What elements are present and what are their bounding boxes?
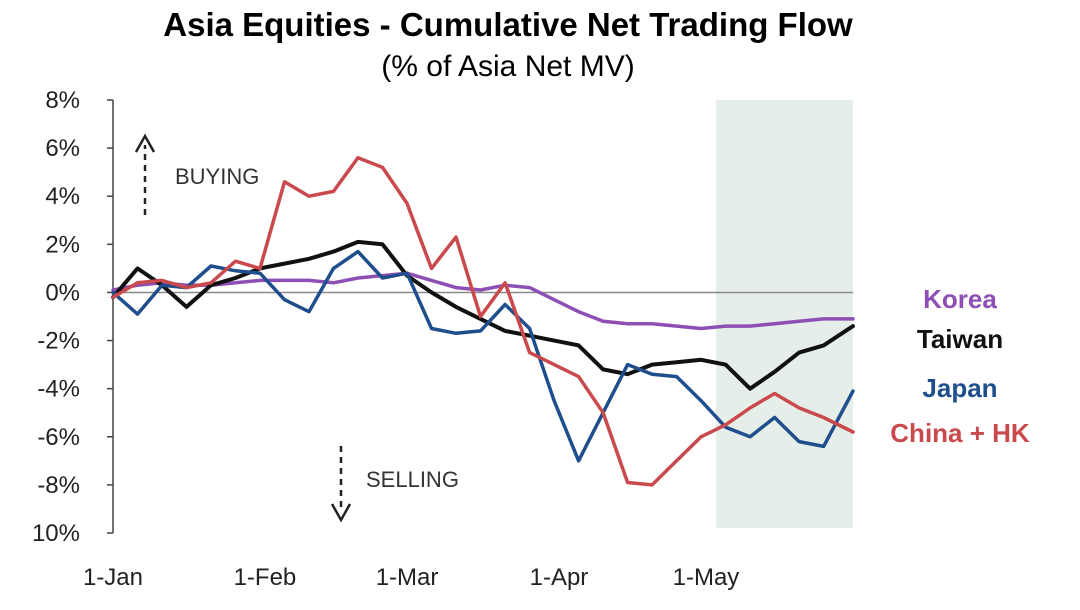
shaded-region xyxy=(715,100,853,528)
series-lines xyxy=(111,155,855,487)
y-tick-label: 2% xyxy=(45,231,80,258)
x-tick-label: 1-Apr xyxy=(530,564,589,591)
selling-arrowhead xyxy=(330,503,352,523)
buying-label: BUYING xyxy=(175,164,259,189)
series-line-china-hk xyxy=(111,155,855,487)
legend-entry: China + HK xyxy=(890,418,1030,448)
series-line-taiwan xyxy=(111,239,855,391)
series-line-japan xyxy=(111,249,855,463)
y-tick-label: -6% xyxy=(37,424,80,451)
y-tick-label: -2% xyxy=(37,328,80,355)
buying-arrowhead xyxy=(134,133,156,153)
y-tick-label: -4% xyxy=(37,376,80,403)
y-tick-label: -8% xyxy=(37,472,80,499)
chart-subtitle: (% of Asia Net MV) xyxy=(381,50,635,83)
y-tick-label: 0% xyxy=(45,279,80,306)
x-tick-label: 1-Mar xyxy=(376,564,439,591)
annotations: BUYING SELLING xyxy=(134,133,459,523)
selling-label: SELLING xyxy=(366,467,459,492)
y-tick-label: 10% xyxy=(32,520,80,547)
legend: Korea Taiwan Japan China + HK xyxy=(890,284,1030,448)
y-axis-ticks: 8% 6% 4% 2% 0% -2% -4% -6% -8% 10% xyxy=(32,87,113,547)
y-tick-label: 8% xyxy=(45,87,80,114)
y-tick-label: 6% xyxy=(45,135,80,162)
legend-entry: Japan xyxy=(922,373,997,403)
chart-title: Asia Equities - Cumulative Net Trading F… xyxy=(163,6,853,43)
x-axis-ticks: 1-Jan 1-Feb 1-Mar 1-Apr 1-May xyxy=(83,564,739,591)
legend-entry: Taiwan xyxy=(917,324,1003,354)
legend-entry: Korea xyxy=(923,284,997,314)
x-tick-label: 1-Jan xyxy=(83,564,143,591)
series-line-korea xyxy=(111,271,855,331)
x-tick-label: 1-May xyxy=(673,564,740,591)
y-tick-label: 4% xyxy=(45,183,80,210)
x-tick-label: 1-Feb xyxy=(234,564,297,591)
